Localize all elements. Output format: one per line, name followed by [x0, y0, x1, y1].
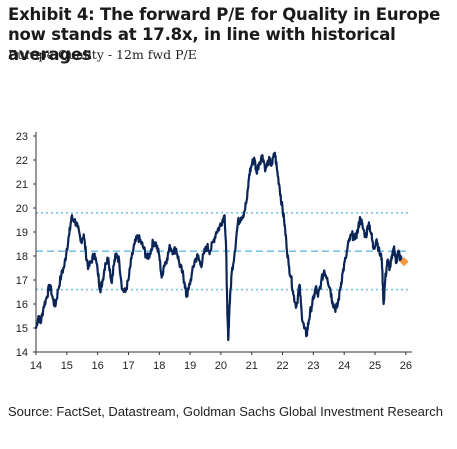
x-tick-label: 18	[153, 360, 165, 372]
y-tick-label: 22	[16, 155, 28, 167]
x-tick-label: 14	[30, 360, 42, 372]
chart-title: Exhibit 4: The forward P/E for Quality i…	[8, 5, 441, 64]
y-tick-label: 21	[16, 179, 28, 191]
x-tick-label: 24	[338, 360, 350, 372]
x-tick-label: 25	[369, 360, 381, 372]
line-chart: 14 15 16 17 18 19 20 21 22 23 14 15 16 17 18 19 20 21 22 23…	[16, 131, 412, 372]
y-tick-label: 15	[16, 323, 28, 335]
series-group	[34, 151, 404, 342]
x-tick-label: 17	[122, 360, 134, 372]
point-marks	[399, 257, 409, 267]
x-tick-label: 19	[184, 360, 196, 372]
y-tick-label: 17	[16, 275, 28, 287]
y-tick-label: 23	[16, 131, 28, 143]
last-value-marker	[399, 257, 409, 267]
source-note: Source: FactSet, Datastream, Goldman Sac…	[8, 404, 443, 419]
chart-axes: 14 15 16 17 18 19 20 21 22 23 14 15 16 17 18 19 20 21 22 23…	[16, 131, 412, 372]
x-tick-label: 15	[61, 360, 73, 372]
x-tick-label: 23	[307, 360, 319, 372]
y-tick-label: 19	[16, 227, 28, 239]
y-tick-label: 14	[16, 347, 28, 359]
x-tick-label: 21	[246, 360, 258, 372]
series-line-0	[34, 151, 404, 342]
y-tick-label: 20	[16, 203, 28, 215]
x-tick-label: 20	[215, 360, 227, 372]
x-tick-label: 16	[92, 360, 104, 372]
y-tick-label: 16	[16, 299, 28, 311]
x-tick-label: 22	[276, 360, 288, 372]
x-tick-label: 26	[400, 360, 412, 372]
chart-subtitle: Europe Quality - 12m fwd P/E	[8, 47, 197, 62]
y-tick-label: 18	[16, 251, 28, 263]
